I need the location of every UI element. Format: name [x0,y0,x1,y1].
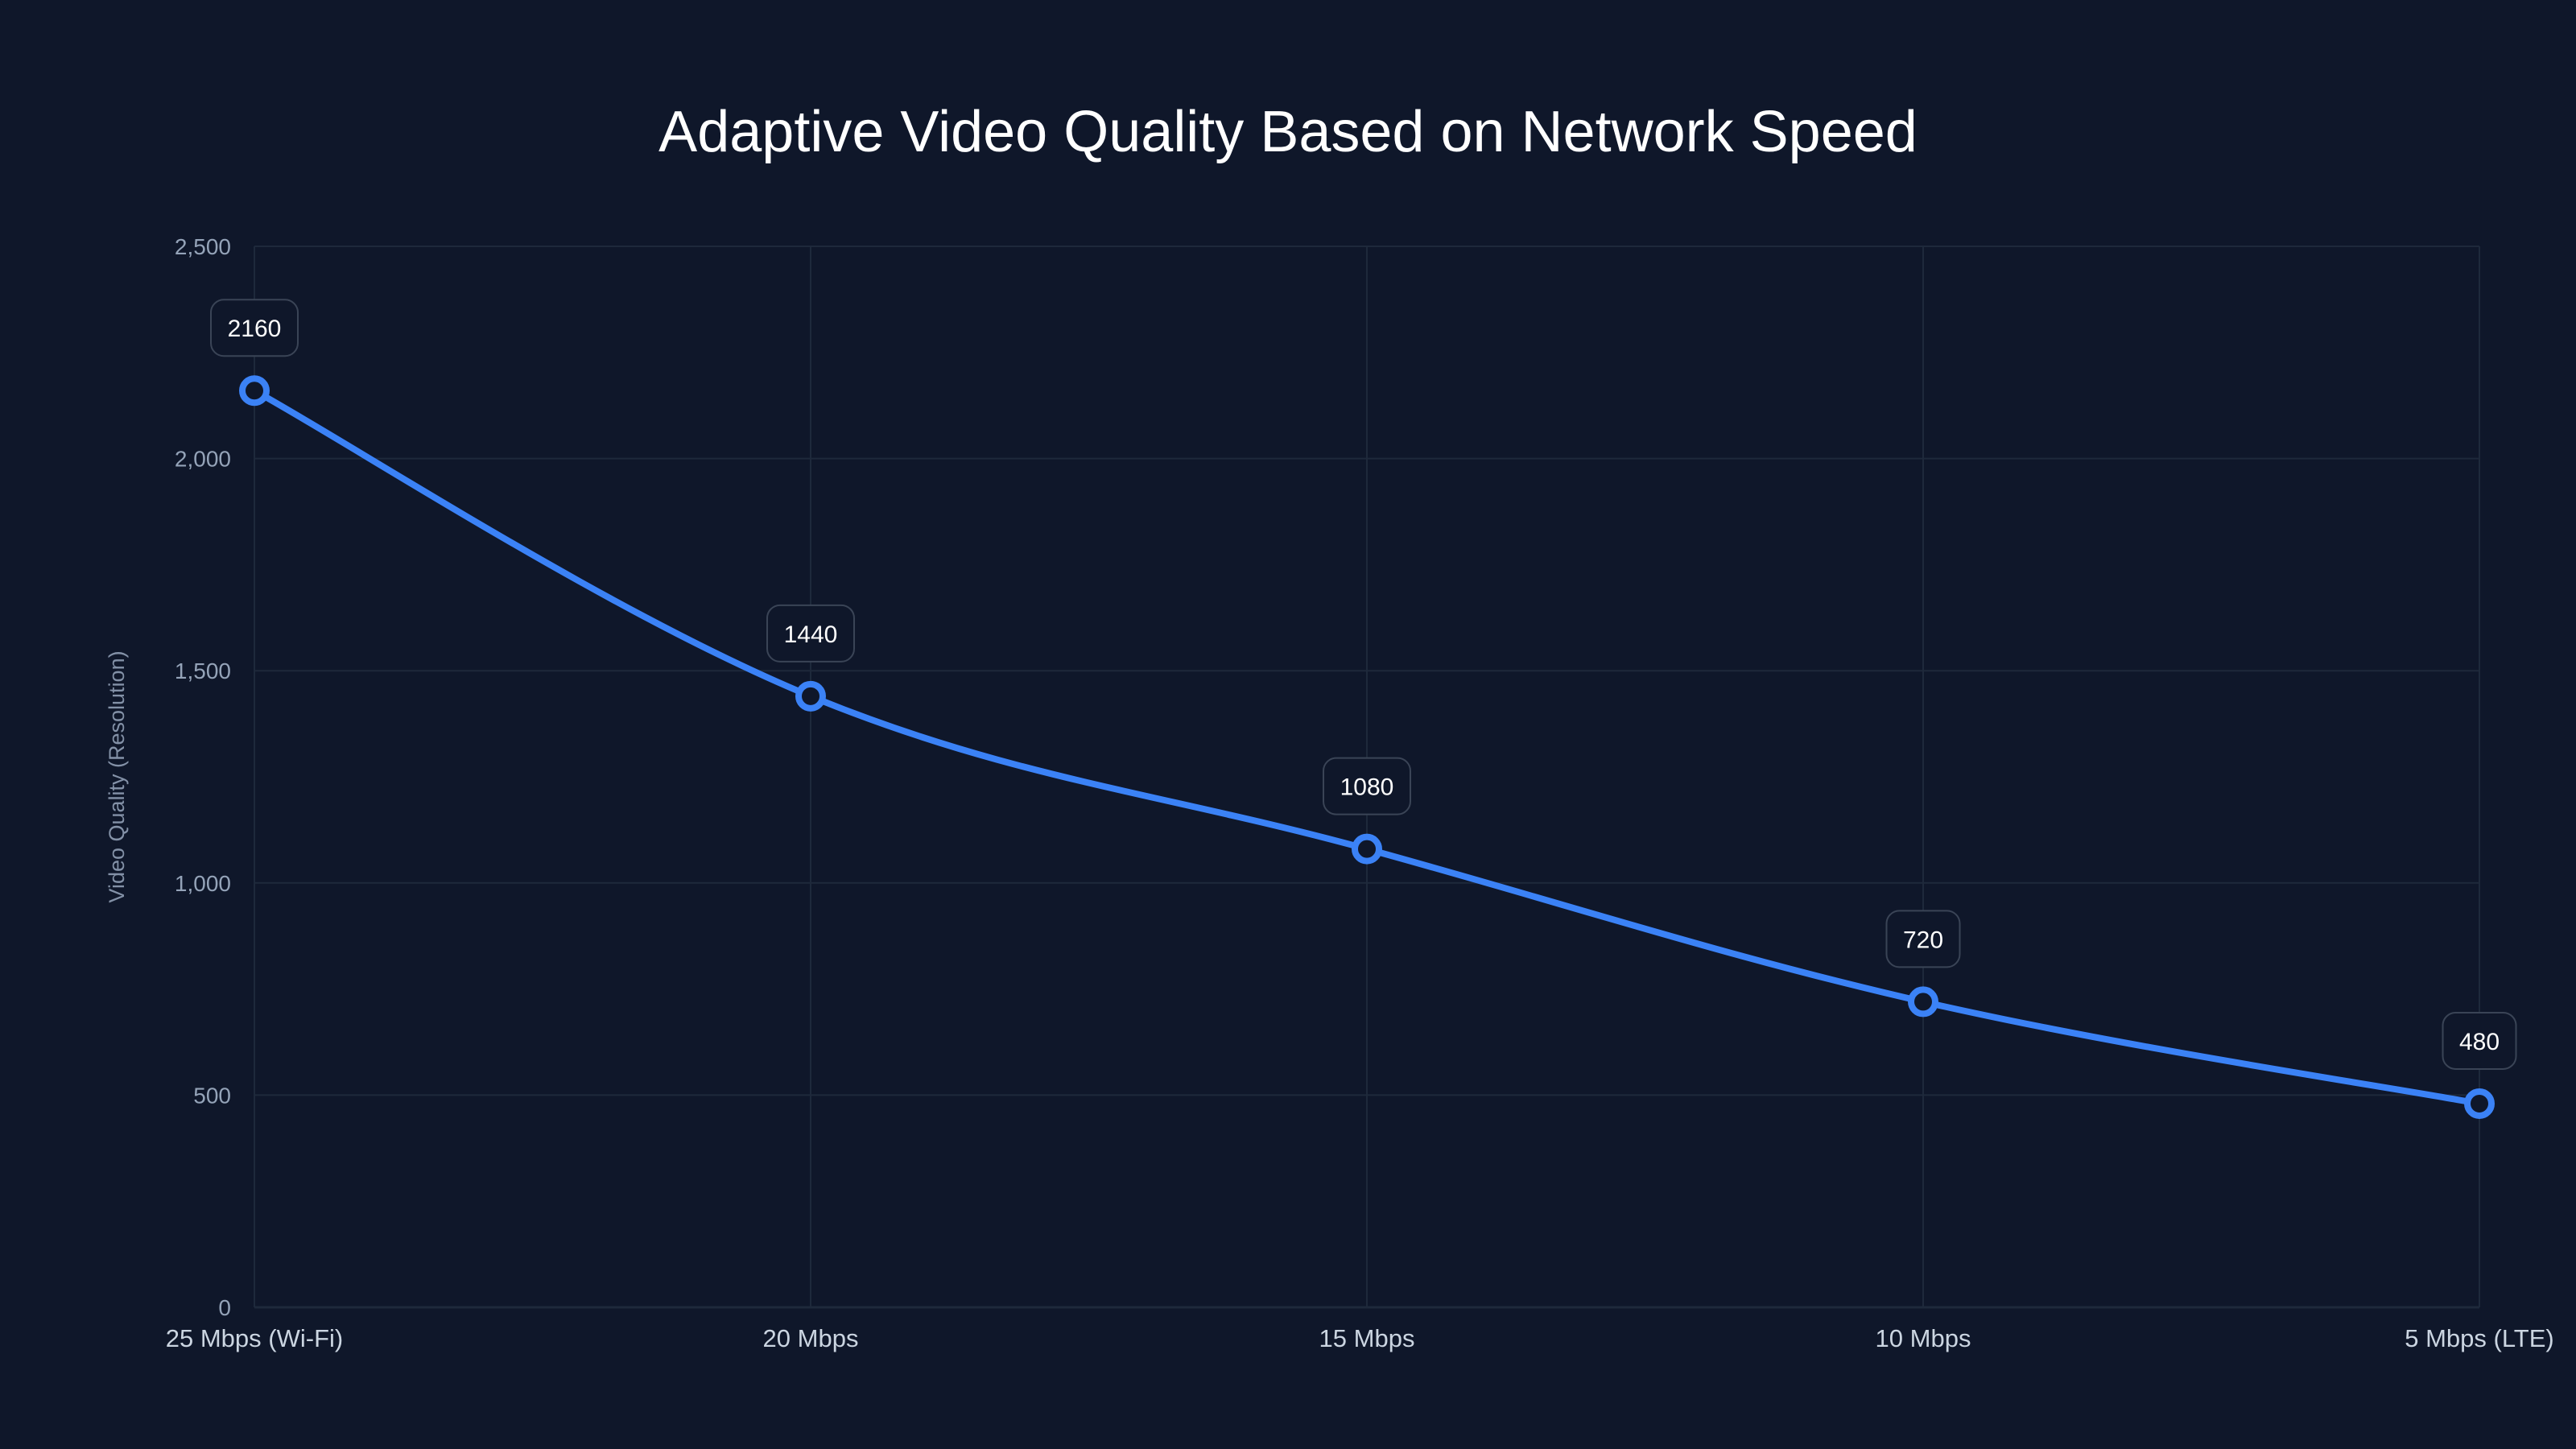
data-label: 480 [2442,1011,2517,1070]
data-point[interactable] [1352,833,1382,865]
x-tick-label: 5 Mbps (LTE) [2405,1324,2553,1352]
data-points [239,375,2495,1119]
data-point[interactable] [1908,986,1938,1018]
data-label-text: 2160 [228,316,282,342]
grid-lines [254,246,2480,1309]
data-label: 2160 [210,299,299,357]
x-axis: 25 Mbps (Wi-Fi) 20 Mbps 15 Mbps 10 Mbps 5 Mb… [166,1324,2554,1352]
data-label-box [1885,910,1961,968]
x-tick-label: 25 Mbps (Wi-Fi) [166,1324,343,1352]
data-labels: 2160 1440 1080 720 480 [210,299,2517,1070]
data-label: 1440 [766,604,855,663]
data-label: 1080 [1323,757,1411,815]
y-axis: 0 500 1,000 1,500 2,000 2,500 [175,234,231,1320]
x-tick-label: 15 Mbps [1319,1324,1415,1352]
data-label-text: 720 [1903,927,1943,953]
data-label-text: 480 [2459,1029,2500,1055]
data-label-text: 1440 [784,621,838,648]
data-label-box [2442,1011,2517,1070]
data-label-text: 1080 [1340,774,1394,801]
y-tick-label: 2,000 [175,447,231,472]
y-tick-label: 1,000 [175,871,231,896]
data-label: 720 [1885,910,1961,968]
data-label-box [766,604,855,663]
data-point[interactable] [795,680,826,712]
x-tick-label: 10 Mbps [1876,1324,1971,1352]
y-axis-label: Video Quality (Resolution) [105,650,129,902]
y-tick-label: 500 [193,1083,231,1108]
data-label-box [1323,757,1411,815]
y-tick-label: 0 [218,1295,231,1320]
y-tick-label: 1,500 [175,658,231,683]
data-point[interactable] [239,375,270,407]
x-tick-label: 20 Mbps [763,1324,859,1352]
data-point[interactable] [2464,1088,2495,1119]
data-label-box [210,299,299,357]
y-tick-label: 2,500 [175,234,231,259]
chart-title: Adaptive Video Quality Based on Network … [658,100,1918,164]
